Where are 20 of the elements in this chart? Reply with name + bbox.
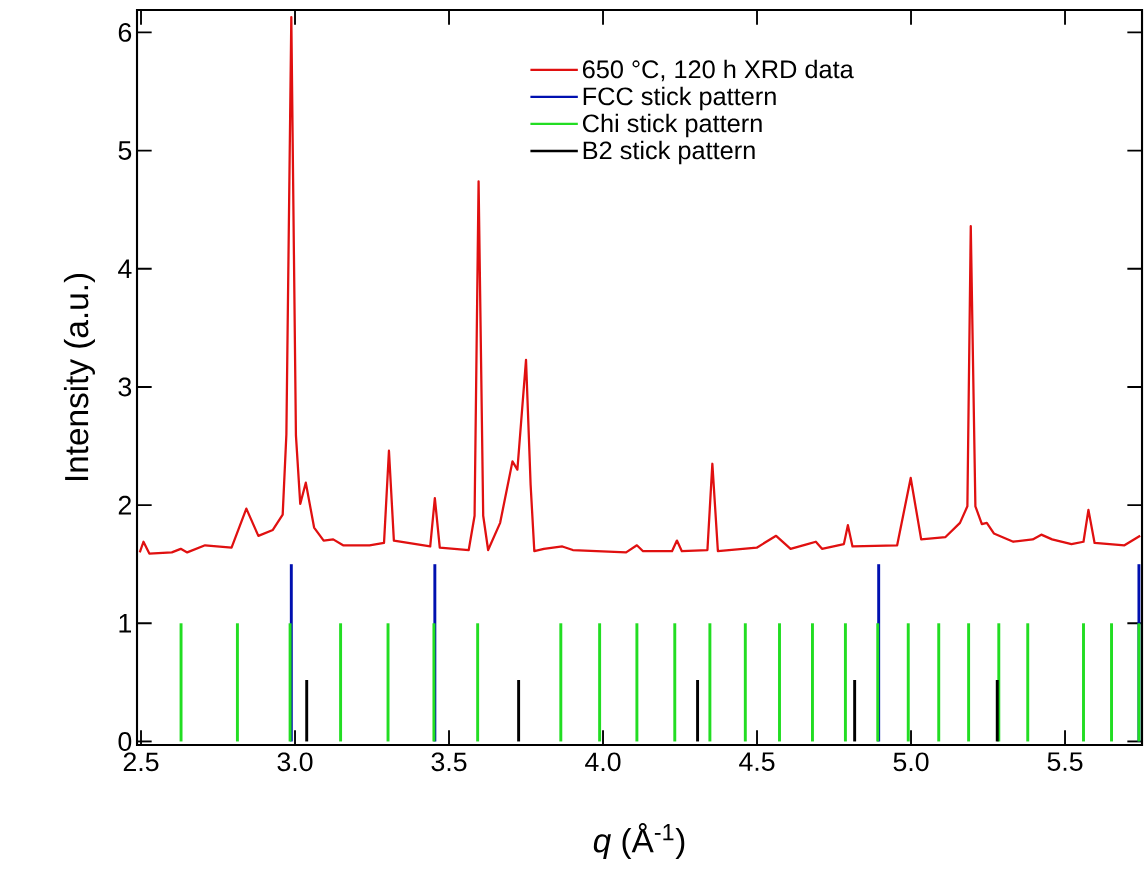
- x-axis-title: q (Å$^{-1}$): [593, 823, 685, 860]
- legend-label: 650 °C, 120 h XRD data: [582, 59, 854, 82]
- x-tick-label: 3.0: [277, 752, 313, 772]
- x-tick-label: 4.0: [585, 752, 621, 772]
- legend-label: FCC stick pattern: [583, 86, 776, 111]
- y-tick-label: 4: [118, 259, 132, 278]
- y-tick-label: 1: [119, 614, 131, 633]
- y-axis-title: Intensity (a.u.): [63, 273, 95, 481]
- x-tick-label: 5.5: [1047, 752, 1083, 771]
- y-tick-label: 5: [118, 141, 132, 160]
- x-tick-label: 5.0: [893, 752, 929, 772]
- y-tick-label: 0: [118, 732, 132, 751]
- x-tick-label: 3.5: [431, 752, 467, 772]
- x-tick-label: 2.5: [123, 752, 159, 772]
- legend-label: B2 stick pattern: [583, 140, 755, 165]
- y-tick-label: 3: [118, 377, 132, 397]
- x-tick-label: 4.5: [739, 752, 775, 771]
- y-tick-label: 6: [118, 23, 132, 42]
- legend-label: Chi stick pattern: [582, 113, 762, 138]
- y-tick-label: 2: [118, 495, 131, 515]
